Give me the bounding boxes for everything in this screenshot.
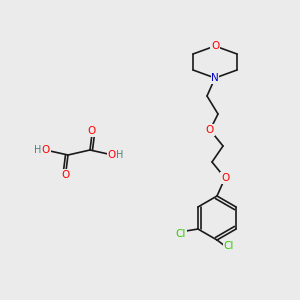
- Text: O: O: [221, 173, 229, 183]
- Text: O: O: [88, 126, 96, 136]
- Text: N: N: [211, 73, 219, 83]
- Text: O: O: [211, 41, 219, 51]
- Text: O: O: [42, 145, 50, 155]
- Text: O: O: [62, 170, 70, 180]
- Text: O: O: [108, 150, 116, 160]
- Text: Cl: Cl: [224, 241, 234, 251]
- Text: Cl: Cl: [176, 229, 186, 239]
- Text: H: H: [34, 145, 42, 155]
- Text: O: O: [206, 125, 214, 135]
- Text: H: H: [116, 150, 124, 160]
